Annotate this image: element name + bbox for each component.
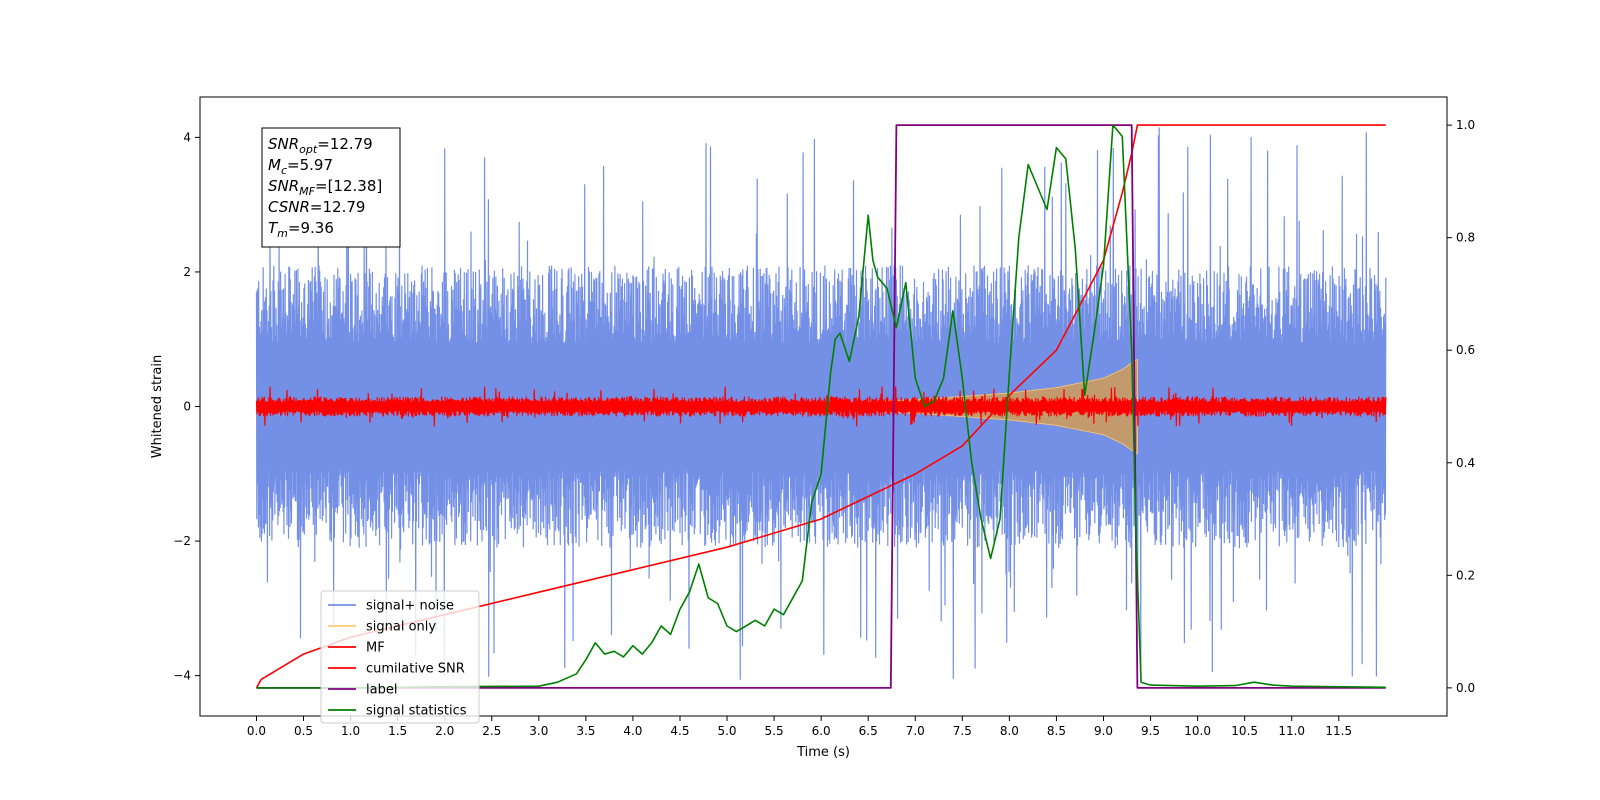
x-tick-label: 5.0: [717, 724, 736, 738]
x-tick-label: 6.5: [859, 724, 878, 738]
x-tick-label: 3.0: [529, 724, 548, 738]
x-tick-label: 0.5: [294, 724, 313, 738]
x-tick-label: 7.5: [953, 724, 972, 738]
annotation-line: SNRMF=[12.38]: [268, 177, 382, 198]
legend-label: MF: [366, 641, 385, 656]
x-tick-label: 9.5: [1141, 724, 1160, 738]
annotation-line: Tm=9.36: [268, 219, 334, 240]
x-tick-label: 10.5: [1231, 724, 1258, 738]
legend: signal+ noise signal only MF cumilative SNR…: [320, 590, 480, 724]
legend-label: signal statistics: [366, 704, 467, 719]
axes-layer: 0.0 0.5 1.0 1.5 2.0 2.5 3.0 3.5 4.0 4.5 5.0 5.5 6.0 6…: [173, 118, 1475, 738]
y-right-tick-label: 0.8: [1456, 231, 1475, 245]
y-tick-label: −4: [173, 669, 191, 683]
y-tick-label: 4: [183, 130, 191, 144]
x-tick-label: 4.0: [623, 724, 642, 738]
y-tick-label: 2: [183, 265, 191, 279]
y-axis-label: Whitened strain: [150, 355, 165, 458]
annotation-frame: [261, 127, 401, 248]
y-right-tick-label: 0.2: [1456, 568, 1475, 582]
y-right-tick-label: 0.0: [1456, 681, 1475, 695]
x-tick-label: 2.0: [435, 724, 454, 738]
x-tick-label: 9.0: [1094, 724, 1113, 738]
x-tick-label: 11.5: [1325, 724, 1352, 738]
x-tick-label: 5.5: [765, 724, 784, 738]
legend-label: signal+ noise: [366, 599, 454, 614]
x-axis-label: Time (s): [796, 745, 850, 760]
x-tick-label: 6.0: [812, 724, 831, 738]
x-tick-label: 8.5: [1047, 724, 1066, 738]
x-tick-label: 2.5: [482, 724, 501, 738]
x-tick-label: 3.5: [576, 724, 595, 738]
series-mf: [255, 386, 1387, 427]
y-tick-label: −2: [173, 534, 191, 548]
annotation-line: Mc=5.97: [268, 156, 333, 177]
legend-label: label: [366, 683, 397, 698]
x-tick-label: 1.0: [341, 724, 360, 738]
x-tick-label: 1.5: [388, 724, 407, 738]
x-tick-label: 0.0: [247, 724, 266, 738]
y-right-tick-label: 1.0: [1456, 118, 1475, 132]
legend-label: signal only: [366, 620, 436, 635]
annotation-box: SNRopt=12.79Mc=5.97SNRMF=[12.38]CSNR=12.…: [261, 127, 401, 248]
x-tick-label: 10.0: [1184, 724, 1211, 738]
series-signal-statistics: [256, 124, 1386, 689]
x-tick-label: 8.0: [1000, 724, 1019, 738]
series-label: [256, 124, 1386, 689]
legend-frame: [320, 590, 480, 724]
annotation-line: CSNR=12.79: [268, 198, 365, 216]
x-tick-label: 7.0: [906, 724, 925, 738]
annotation-line: SNRopt=12.79: [268, 135, 373, 156]
y-tick-label: 0: [183, 400, 191, 414]
y-right-tick-label: 0.4: [1456, 456, 1475, 470]
y-right-tick-label: 0.6: [1456, 343, 1475, 357]
series-signal-noise: [255, 127, 1387, 683]
x-tick-label: 11.0: [1278, 724, 1305, 738]
x-tick-label: 4.5: [670, 724, 689, 738]
legend-label: cumilative SNR: [366, 662, 465, 677]
